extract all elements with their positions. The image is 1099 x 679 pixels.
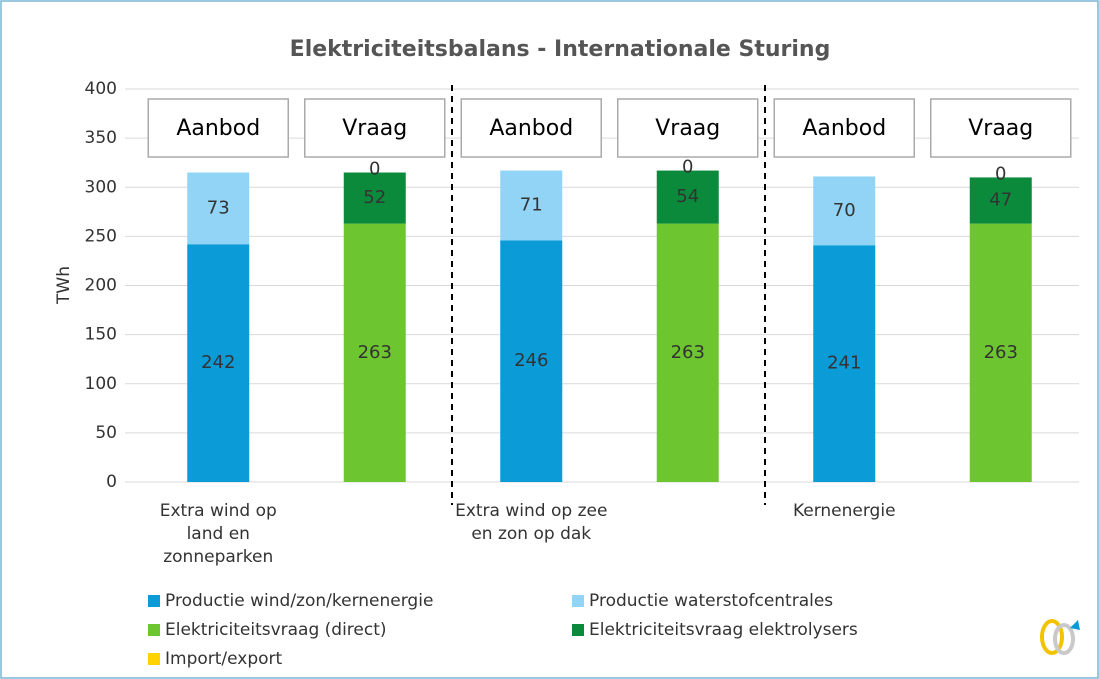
data-label: 71 [520,194,543,215]
data-label: 0 [682,157,693,178]
bar-segment [187,172,250,245]
annotation-box [617,98,759,158]
bar-segment [500,170,563,241]
data-label: 263 [984,342,1018,363]
legend-label: Import/export [165,649,283,669]
annotation: Vraag [968,116,1033,141]
legend-swatch [148,595,160,607]
bar-segment [656,170,719,224]
data-label: 241 [827,353,861,374]
bar-segment [343,223,406,483]
bar-segment [969,177,1032,224]
annotation-box [460,98,602,158]
y-tick-label: 250 [85,226,117,246]
data-label: 0 [369,159,380,180]
data-label: 54 [676,186,699,207]
data-label: 263 [671,342,705,363]
data-label: 246 [514,350,548,371]
data-label: 73 [207,197,230,218]
y-axis-label: TWh [54,266,74,305]
data-label: 70 [833,200,856,221]
data-label: 0 [995,163,1006,184]
bar-segment [813,245,876,482]
data-label: 263 [358,342,392,363]
legend-swatch [572,624,584,636]
annotation: Aanbod [802,116,886,141]
y-tick-label: 0 [106,472,117,492]
legend-swatch [148,653,160,665]
y-tick-label: 400 [85,79,117,99]
bar-segment [813,176,876,246]
legend-label: Elektriciteitsvraag (direct) [165,620,387,640]
annotation-box [773,98,915,158]
x-tick-label: Kernenergie [792,501,896,521]
legend-swatch [148,624,160,636]
annotation: Vraag [342,116,407,141]
x-tick-label: Extra wind op zee en zon op dak [455,501,608,544]
y-tick-label: 200 [85,276,117,296]
logo [1040,619,1080,655]
legend-swatch [572,595,584,607]
y-tick-label: 350 [85,128,117,148]
bar-segment [969,223,1032,483]
x-tick-label: Extra wind op land en zonneparken [159,501,277,567]
annotation-box [930,98,1072,158]
bar-segment [500,240,563,482]
y-tick-label: 300 [85,177,117,197]
bar-segment [343,172,406,224]
y-tick-label: 50 [95,423,117,443]
y-tick-label: 100 [85,374,117,394]
annotation: Vraag [655,116,720,141]
annotation: Aanbod [176,116,260,141]
bar-segment [656,223,719,483]
annotation: Aanbod [489,116,573,141]
annotation-box [304,98,446,158]
annotation-box [147,98,289,158]
bar-segment [187,244,250,482]
chart-title: Elektriciteitsbalans - Internationale St… [290,37,831,62]
data-label: 242 [201,352,235,373]
y-tick-label: 150 [85,325,117,345]
legend-label: Productie wind/zon/kernenergie [165,591,433,611]
legend-label: Elektriciteitsvraag elektrolysers [589,620,858,640]
data-label: 47 [989,190,1012,211]
legend-label: Productie waterstofcentrales [589,591,833,611]
data-label: 52 [363,187,386,208]
